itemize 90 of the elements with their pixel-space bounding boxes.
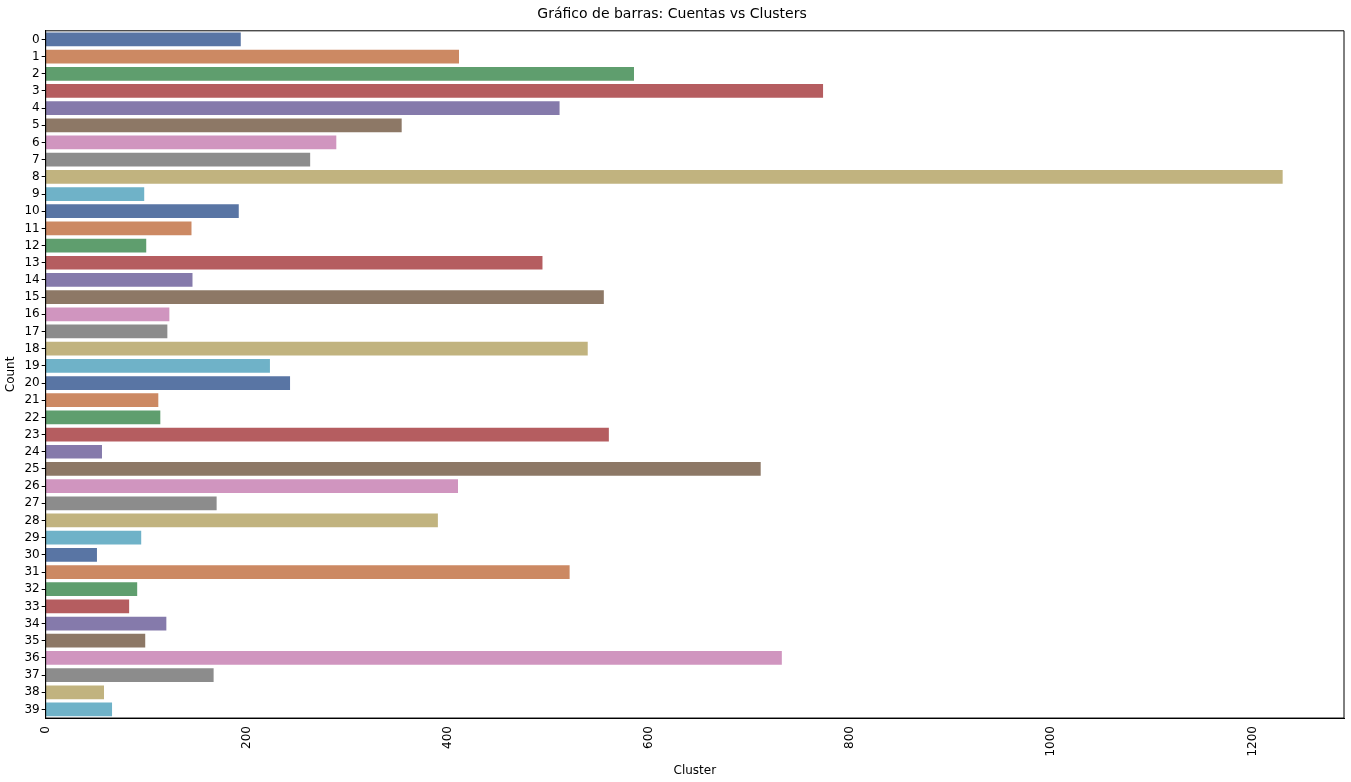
y-axis-title: Count bbox=[3, 356, 18, 393]
x-axis-title: Cluster bbox=[673, 762, 717, 777]
bar bbox=[45, 427, 609, 442]
bar bbox=[45, 565, 570, 579]
bar bbox=[45, 169, 1283, 184]
bar bbox=[45, 238, 147, 253]
y-tick-label: 32 bbox=[24, 581, 40, 596]
y-tick-label: 5 bbox=[32, 117, 40, 132]
y-tick-label: 9 bbox=[32, 186, 40, 201]
bar bbox=[45, 582, 138, 597]
bar bbox=[45, 135, 337, 150]
y-tick-label: 4 bbox=[32, 100, 40, 115]
y-tick-label: 36 bbox=[24, 650, 40, 665]
y-tick-label: 6 bbox=[32, 134, 40, 149]
chart-title: Gráfico de barras: Cuentas vs Clusters bbox=[537, 5, 807, 22]
y-tick-label: 25 bbox=[24, 461, 40, 476]
x-tick-label: 1000 bbox=[1043, 726, 1058, 757]
bar bbox=[45, 599, 130, 614]
y-tick-label: 38 bbox=[24, 684, 40, 699]
y-tick-label: 37 bbox=[24, 667, 40, 682]
bar bbox=[45, 255, 543, 270]
y-tick-label: 7 bbox=[32, 151, 40, 166]
bar bbox=[45, 496, 217, 511]
y-tick-label: 39 bbox=[24, 701, 40, 716]
x-tick-label: 800 bbox=[842, 726, 857, 749]
x-tick-label: 400 bbox=[440, 726, 455, 749]
bar bbox=[45, 32, 241, 47]
bar bbox=[45, 49, 459, 64]
bar bbox=[45, 410, 161, 425]
y-tick-label: 24 bbox=[24, 443, 40, 458]
y-tick-label: 14 bbox=[24, 272, 40, 287]
bar bbox=[45, 444, 102, 459]
bar bbox=[45, 307, 170, 322]
bar bbox=[45, 376, 291, 390]
bar bbox=[45, 633, 146, 648]
x-tick-label: 0 bbox=[37, 726, 52, 734]
y-tick-label: 22 bbox=[24, 409, 40, 424]
bar bbox=[45, 290, 604, 304]
y-tick-label: 20 bbox=[24, 375, 40, 390]
bar bbox=[45, 393, 159, 408]
bar bbox=[45, 702, 113, 717]
y-tick-label: 31 bbox=[24, 564, 40, 579]
bar bbox=[45, 273, 193, 287]
bar bbox=[45, 513, 438, 528]
bar bbox=[45, 341, 588, 356]
y-tick-label: 19 bbox=[24, 357, 40, 372]
bar bbox=[45, 668, 214, 682]
bar bbox=[45, 84, 824, 98]
bar bbox=[45, 530, 142, 545]
y-tick-label: 8 bbox=[32, 168, 40, 183]
bar bbox=[45, 204, 239, 219]
y-tick-label: 23 bbox=[24, 426, 40, 441]
y-tick-label: 12 bbox=[24, 237, 40, 252]
y-tick-label: 35 bbox=[24, 632, 40, 647]
y-tick-label: 3 bbox=[32, 83, 40, 98]
y-tick-label: 0 bbox=[32, 31, 40, 46]
y-tick-label: 27 bbox=[24, 495, 40, 510]
y-tick-label: 15 bbox=[24, 289, 40, 304]
y-tick-label: 10 bbox=[24, 203, 40, 218]
x-tick-label: 200 bbox=[238, 726, 253, 749]
x-tick-label: 1200 bbox=[1244, 726, 1259, 757]
bar bbox=[45, 358, 270, 373]
y-tick-label: 29 bbox=[24, 529, 40, 544]
y-tick-label: 33 bbox=[24, 598, 40, 613]
y-tick-label: 17 bbox=[24, 323, 40, 338]
y-tick-label: 21 bbox=[24, 392, 40, 407]
bar bbox=[45, 101, 560, 115]
y-tick-label: 2 bbox=[32, 65, 40, 80]
bar bbox=[45, 152, 311, 167]
bar bbox=[45, 547, 97, 562]
bar bbox=[45, 66, 634, 81]
y-tick-label: 28 bbox=[24, 512, 40, 527]
bar bbox=[45, 651, 782, 665]
y-tick-label: 16 bbox=[24, 306, 40, 321]
y-tick-label: 30 bbox=[24, 546, 40, 561]
y-tick-label: 34 bbox=[24, 615, 40, 630]
y-tick-label: 26 bbox=[24, 478, 40, 493]
x-tick-label: 600 bbox=[641, 726, 656, 749]
bar bbox=[45, 616, 167, 631]
bar bbox=[45, 221, 192, 236]
bar bbox=[45, 118, 402, 133]
y-tick-label: 18 bbox=[24, 340, 40, 355]
y-tick-label: 1 bbox=[32, 48, 40, 63]
bar bbox=[45, 187, 145, 201]
bar bbox=[45, 324, 168, 339]
bar bbox=[45, 462, 761, 476]
y-tick-label: 11 bbox=[24, 220, 40, 235]
y-tick-label: 13 bbox=[24, 254, 40, 269]
bar bbox=[45, 685, 104, 700]
bar bbox=[45, 479, 458, 493]
